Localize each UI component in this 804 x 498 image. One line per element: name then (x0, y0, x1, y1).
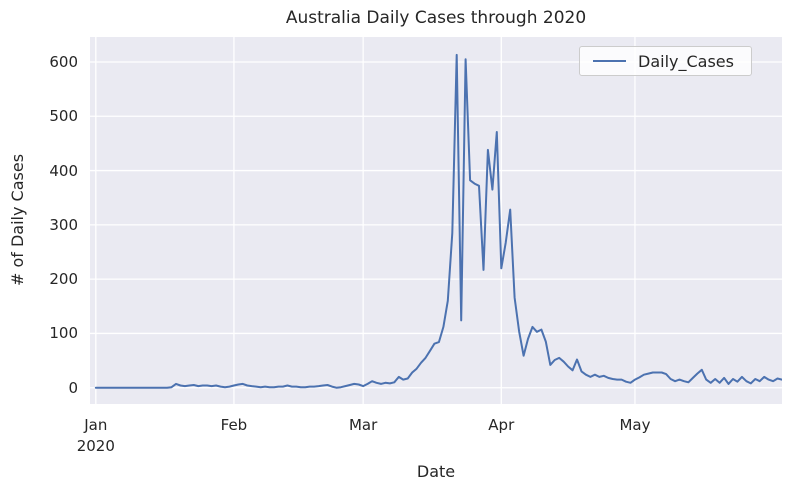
x-tick-label: Jan 2020 (54, 415, 138, 457)
y-tick-label: 0 (68, 378, 78, 397)
x-axis-label: Date (416, 462, 456, 481)
x-tick-label: Feb (220, 416, 248, 434)
y-tick-label: 200 (49, 270, 78, 289)
y-tick-label: 500 (49, 107, 78, 126)
legend: Daily_Cases (579, 46, 752, 76)
x-tick-sublabel: 2020 (76, 437, 115, 455)
x-tick-label: Apr (488, 416, 515, 434)
chart-title: Australia Daily Cases through 2020 (285, 8, 587, 28)
line-chart (90, 37, 782, 404)
gridlines (90, 37, 782, 404)
legend-line-swatch (593, 60, 626, 62)
plot-background (90, 37, 782, 404)
y-tick-label: 300 (49, 215, 78, 234)
legend-label: Daily_Cases (638, 51, 734, 71)
plot-area (90, 37, 782, 404)
daily-cases-line (94, 53, 782, 389)
x-tick-label: May (619, 416, 651, 434)
x-tick-label: Mar (348, 416, 378, 434)
y-tick-label: 400 (49, 161, 78, 180)
y-tick-label: 600 (49, 52, 78, 71)
y-tick-label: 100 (49, 324, 78, 343)
